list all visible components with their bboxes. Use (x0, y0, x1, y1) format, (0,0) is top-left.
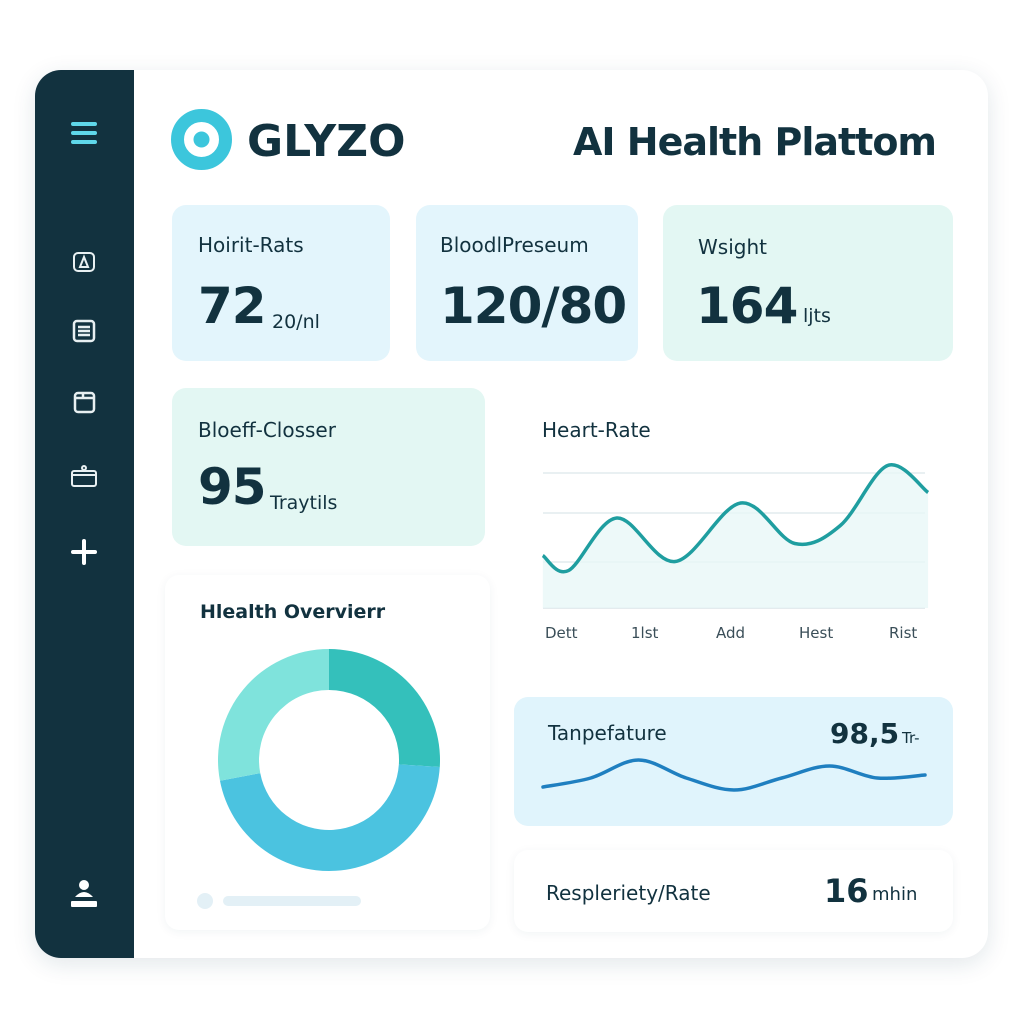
page-title: AI Health Plattom (573, 120, 937, 164)
list-icon[interactable] (69, 316, 99, 346)
respiratory-rate-card[interactable]: Respleriety/Rate 16 mhin (514, 850, 953, 932)
card-value: 164 (696, 277, 798, 335)
weight-card[interactable]: Wsight 164 ljts (663, 205, 953, 361)
area-fill (542, 464, 929, 608)
donut-slice (219, 764, 440, 872)
menu-icon[interactable] (69, 118, 99, 148)
blood-oxygen-card[interactable]: Bloeff-Closser 95 Traytils (172, 388, 485, 546)
donut-slice (217, 649, 329, 781)
plus-icon[interactable] (69, 537, 99, 567)
progress-dot (197, 893, 213, 909)
briefcase-icon[interactable] (69, 461, 99, 491)
card-value: 16 (824, 872, 869, 910)
temperature-card[interactable]: Tanpefature 98,5 Tr- (514, 697, 953, 826)
card-unit: ljts (803, 305, 831, 327)
bell-icon[interactable] (69, 246, 99, 276)
card-unit: Traytils (270, 492, 338, 514)
card-value: 95 (198, 458, 267, 516)
x-tick-label: Add (716, 624, 746, 642)
logo-icon (170, 108, 233, 171)
x-tick-label: Hest (799, 624, 834, 642)
donut-slice (329, 649, 440, 767)
card-label: Respleriety/Rate (546, 881, 711, 905)
heart-rate-card[interactable]: Hoirit-Rats 72 20/nl (172, 205, 390, 361)
card-unit: Tr- (902, 729, 920, 747)
x-tick-label: 1lst (631, 624, 659, 642)
x-tick-label: Dett (545, 624, 578, 642)
card-label: Bloeff-Closser (198, 418, 336, 442)
logo-text: GLYZO (247, 116, 406, 167)
temperature-line (541, 758, 927, 792)
heart-rate-chart-title: Heart-Rate (542, 418, 651, 442)
heart-rate-line (541, 463, 930, 574)
calendar-icon[interactable] (69, 387, 99, 417)
overview-title: Hlealth Overvierr (200, 601, 386, 623)
sidebar (35, 70, 134, 958)
card-unit: 20/nl (272, 311, 320, 333)
card-unit: mhin (872, 884, 918, 905)
card-value: 120/80 (440, 277, 627, 335)
card-label: Wsight (698, 235, 767, 259)
blood-pressure-card[interactable]: BloodlPreseum 120/80 (416, 205, 638, 361)
card-label: Hoirit-Rats (198, 233, 304, 257)
card-value: 72 (198, 277, 267, 335)
card-value: 98,5 (830, 717, 900, 750)
user-icon[interactable] (69, 878, 99, 908)
card-label: Tanpefature (548, 721, 667, 745)
x-tick-label: Rist (889, 624, 918, 642)
progress-bar (223, 896, 361, 906)
card-label: BloodlPreseum (440, 233, 589, 257)
